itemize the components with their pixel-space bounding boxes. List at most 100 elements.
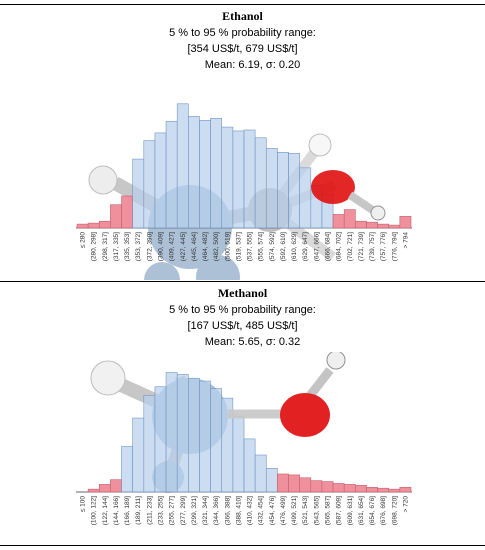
- tick-label-7: (233, 255]: [158, 496, 165, 525]
- bar-23: [332, 214, 345, 229]
- tick-label-10: (299, 321]: [191, 496, 198, 525]
- ethanol-subtitle: 5 % to 95 % probability range:: [169, 27, 316, 39]
- tick-label-13: (366, 388]: [224, 496, 231, 525]
- tick-label-8: (255, 277]: [169, 496, 176, 525]
- tick-label-3: (317, 335]: [113, 232, 120, 261]
- bar-17: [265, 148, 278, 229]
- tick-label-5: (189, 211]: [135, 496, 142, 525]
- tick-label-11: (321, 344]: [202, 496, 209, 525]
- bar-8: [165, 372, 178, 493]
- ethanol-stats: Mean: 6.19, σ: 0.20: [204, 59, 301, 71]
- tick-label-14: (519, 537]: [235, 232, 242, 261]
- tick-label-16: (555, 574]: [258, 232, 265, 261]
- bar-18: [277, 473, 289, 493]
- bar-22: [321, 481, 334, 493]
- tick-label-10: (445, 464]: [191, 232, 198, 261]
- tick-label-1: (280, 298]: [91, 232, 98, 261]
- tick-label-18: (476, 499]: [280, 496, 287, 525]
- tick-label-7: (390, 409]: [158, 232, 165, 261]
- bar-1: [87, 488, 100, 493]
- ethanol-oxygen-overlay: [311, 170, 386, 221]
- bar-23: [332, 483, 345, 493]
- tick-label-6: (211, 233]: [146, 496, 153, 525]
- tick-label-25: (721, 739]: [358, 232, 365, 261]
- bar-25: [355, 220, 367, 229]
- bar-4: [121, 446, 133, 493]
- tick-label-21: (647, 666]: [313, 232, 320, 261]
- tick-label-0: ≤ 280: [80, 232, 87, 249]
- methanol-tick-labels: ≤ 100 (100, 122] (122, 144] (144, 166] (166,…: [80, 496, 410, 526]
- bar-4: [121, 195, 133, 229]
- bar-19: [288, 474, 300, 493]
- methanol-subtitle: 5 % to 95 % probability range:: [169, 304, 316, 316]
- tick-label-13: (500, 519]: [224, 232, 231, 261]
- bar-12: [210, 388, 223, 493]
- tick-label-17: (454, 476]: [269, 496, 276, 525]
- bar-5: [132, 417, 145, 493]
- bar-24: [343, 209, 356, 229]
- bar-19: [288, 152, 300, 229]
- methanol-hydroxyl-overlay: [228, 352, 346, 437]
- bar-10: [188, 116, 200, 229]
- bar-13: [221, 126, 234, 229]
- bar-6: [143, 394, 156, 493]
- tick-label-27: (676, 698]: [380, 496, 387, 525]
- tick-label-15: (537, 555]: [247, 232, 254, 261]
- bar-20: [299, 167, 312, 229]
- middle-rule: [0, 281, 485, 282]
- tick-label-27: (757, 776]: [380, 232, 387, 261]
- ethanol-range: [354 US$/t, 679 US$/t]: [187, 43, 298, 55]
- tick-label-12: (482, 500]: [213, 232, 220, 261]
- tick-label-20: (629, 647]: [302, 232, 309, 261]
- bar-18: [277, 152, 289, 229]
- tick-label-3: (144, 166]: [113, 496, 120, 525]
- tick-label-9: (427, 445]: [180, 232, 187, 261]
- methanol-histogram: ≤ 100 (100, 122] (122, 144] (144, 166] (166,…: [76, 352, 412, 526]
- methanol-title: Methanol: [217, 286, 268, 300]
- bar-27: [377, 487, 390, 493]
- ethanol-tick-labels: ≤ 280 (280, 298] (298, 317] (317, 335] (335,…: [80, 232, 410, 262]
- ethanol-bars: [76, 103, 412, 229]
- bar-15: [243, 438, 256, 493]
- bar-12: [210, 118, 223, 229]
- bar-2: [98, 220, 111, 229]
- ethanol-title: Ethanol: [222, 9, 263, 23]
- tick-label-22: (565, 587]: [325, 496, 332, 525]
- bar-16: [254, 454, 267, 493]
- tick-label-28: (776, 794]: [391, 232, 398, 261]
- bar-24: [343, 484, 356, 493]
- top-rule: [0, 4, 485, 5]
- tick-label-6: (372, 390]: [146, 232, 153, 261]
- tick-label-18: (592, 610]: [280, 232, 287, 261]
- bar-7: [154, 132, 167, 229]
- tick-label-2: (298, 317]: [102, 232, 109, 261]
- bar-28: [388, 224, 401, 229]
- bar-2: [98, 484, 111, 493]
- bar-14: [232, 130, 245, 229]
- bar-29: [399, 486, 412, 493]
- tick-label-4: (335, 353]: [124, 232, 131, 261]
- bar-20: [299, 477, 312, 493]
- tick-label-29: > 794: [402, 232, 409, 249]
- bar-9: [176, 374, 189, 493]
- bar-15: [243, 129, 256, 229]
- tick-label-5: (353, 372]: [135, 232, 142, 261]
- tick-label-12: (344, 366]: [213, 496, 220, 525]
- methanol-stats: Mean: 5.65, σ: 0.32: [204, 336, 301, 348]
- bar-29: [399, 216, 412, 229]
- tick-label-25: (631, 654]: [358, 496, 365, 525]
- tick-label-16: (432, 454]: [258, 496, 265, 525]
- tick-label-9: (277, 299]: [180, 496, 187, 525]
- bar-27: [377, 223, 390, 229]
- tick-label-21: (543, 565]: [313, 496, 320, 525]
- bar-14: [232, 415, 245, 493]
- methanol-bars: [87, 372, 412, 493]
- tick-label-20: (521, 543]: [302, 496, 309, 525]
- bar-1: [87, 222, 100, 229]
- bar-10: [188, 377, 200, 493]
- ethanol-histogram: ≤ 280 (280, 298] (298, 317] (317, 335] (335,…: [76, 103, 412, 280]
- bar-17: [265, 467, 278, 493]
- bar-25: [355, 485, 367, 493]
- tick-label-0: ≤ 100: [80, 496, 87, 513]
- tick-label-19: (610, 629]: [291, 232, 298, 261]
